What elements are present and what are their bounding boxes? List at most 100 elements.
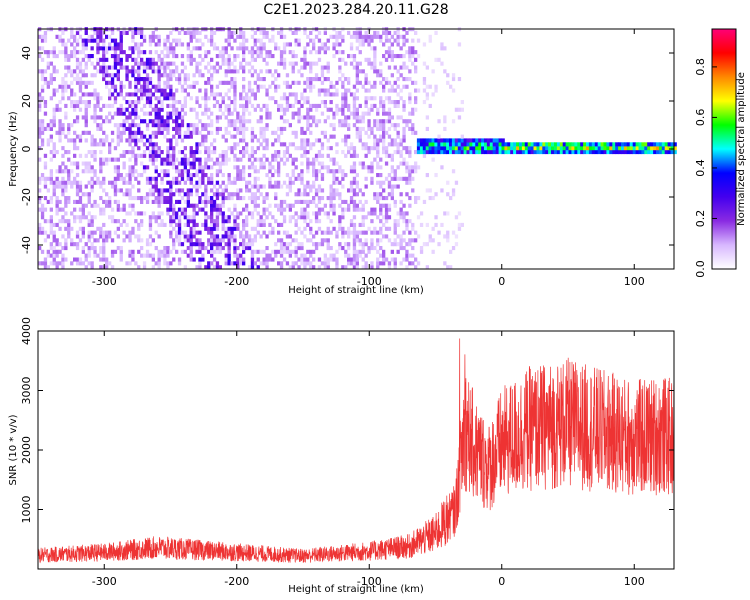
spectrogram-cell: [434, 138, 438, 143]
spectrogram-cell: [303, 54, 307, 59]
spectrogram-cell: [440, 146, 444, 151]
spectrogram-cell: [172, 69, 176, 74]
spectrogram-cell: [312, 180, 316, 185]
spectrogram-cell: [93, 157, 97, 162]
spectrogram-cell: [134, 80, 138, 85]
spectrogram-cell: [279, 199, 284, 204]
spectrogram-cell: [169, 219, 173, 224]
spectrogram-cell: [288, 253, 292, 258]
spectrogram-cell: [338, 69, 342, 74]
spectrogram-cell: [288, 180, 292, 185]
spectrogram-cell: [320, 153, 325, 158]
spectrogram-cell: [215, 261, 220, 266]
spectrogram-cell: [606, 142, 610, 147]
spectrogram-cell: [221, 192, 225, 197]
spectrogram-cell: [521, 150, 526, 155]
spectrogram-cell: [189, 192, 193, 197]
spectrogram-cell: [626, 142, 631, 147]
spectrogram-cell: [256, 146, 260, 151]
spectrogram-cell: [309, 84, 313, 89]
spectrogram-cell: [99, 126, 103, 131]
spectrogram-cell: [154, 69, 158, 74]
spectrogram-cell: [317, 150, 322, 155]
spectrogram-cell: [137, 126, 141, 131]
spectrogram-cell: [43, 69, 48, 74]
spectrogram-cell: [198, 180, 202, 185]
spectrogram-cell: [274, 153, 278, 158]
spectrogram-cell: [355, 207, 359, 212]
spectrogram-cell: [256, 169, 260, 174]
spectrogram-cell: [204, 100, 208, 105]
spectrogram-cell: [387, 192, 392, 197]
spectrogram-cell: [443, 69, 447, 74]
spectrogram-cell: [163, 253, 167, 258]
spectrogram-cell: [536, 150, 540, 155]
spectrogram-cell: [495, 142, 499, 147]
spectrogram-cell: [195, 222, 199, 227]
spectrogram-cell: [268, 222, 272, 227]
spectrogram-cell: [326, 257, 330, 262]
spectrogram-cell: [309, 226, 313, 231]
spectrogram-cell: [364, 34, 368, 39]
spectrogram-cell: [75, 246, 80, 251]
spectrogram-cell: [300, 126, 304, 131]
spectrogram-cell: [93, 107, 97, 112]
spectrogram-cell: [306, 138, 310, 143]
spectrogram-cell: [431, 146, 435, 151]
spectrogram-cell: [349, 111, 354, 116]
spectrogram-cell: [250, 238, 255, 243]
spectrogram-cell: [300, 242, 304, 247]
spectrogram-cell: [329, 134, 333, 139]
spectrogram-cell: [373, 54, 377, 59]
spectrogram-cell: [370, 84, 374, 89]
spectrogram-cell: [396, 150, 400, 155]
spectrogram-cell: [521, 146, 526, 151]
spectrogram-cell: [341, 119, 345, 124]
spectrogram-cell: [314, 211, 319, 216]
spectrogram-cell: [242, 196, 246, 201]
spectrogram-cell: [408, 50, 412, 55]
spectrogram-cell: [513, 146, 517, 151]
spectrogram-cell: [239, 253, 243, 258]
spectrogram-cell: [352, 188, 357, 193]
spectrogram-cell: [172, 207, 176, 212]
spectrogram-cell: [151, 84, 155, 89]
spectrogram-cell: [192, 219, 196, 224]
spectrogram-cell: [347, 150, 351, 155]
spectrogram-cell: [530, 150, 534, 155]
spectrogram-cell: [99, 115, 103, 120]
spectrogram-cell: [90, 38, 94, 43]
spectrogram-cell: [297, 80, 301, 85]
spectrogram-cell: [285, 246, 290, 251]
spectrogram-cell: [300, 261, 304, 266]
spectrogram-cell: [323, 238, 327, 243]
spectrogram-cell: [405, 253, 409, 258]
spectrogram-cell: [245, 100, 249, 105]
spectrogram-cell: [154, 180, 158, 185]
spectrogram-cell: [131, 173, 135, 178]
spectrogram-cell: [641, 150, 645, 155]
spectrogram-cell: [335, 230, 339, 235]
spectrogram-cell: [431, 226, 435, 231]
spectrogram-cell: [61, 38, 65, 43]
spectrogram-cell: [242, 111, 246, 116]
spectrogram-cell: [542, 150, 546, 155]
spectrogram-cell: [110, 157, 115, 162]
spectrogram-cell: [338, 180, 342, 185]
spectrogram-cell: [183, 103, 187, 108]
spectrogram-cell: [210, 130, 214, 135]
spectrogram-cell: [408, 219, 412, 224]
spectrogram-cell: [212, 150, 217, 155]
spectrogram-cell: [373, 123, 377, 128]
spectrogram-cell: [207, 176, 211, 181]
spectrogram-cell: [166, 161, 170, 166]
spectrogram-cell: [145, 96, 150, 101]
spectrogram-cell: [215, 238, 220, 243]
spectrogram-cell: [279, 242, 284, 247]
spectrogram-cell: [245, 103, 249, 108]
spectrogram-cell: [90, 219, 94, 224]
spectrogram-cell: [268, 54, 272, 59]
spectrogram-cell: [387, 203, 392, 208]
spectrogram-cell: [309, 103, 313, 108]
spectrogram-cell: [376, 138, 380, 143]
